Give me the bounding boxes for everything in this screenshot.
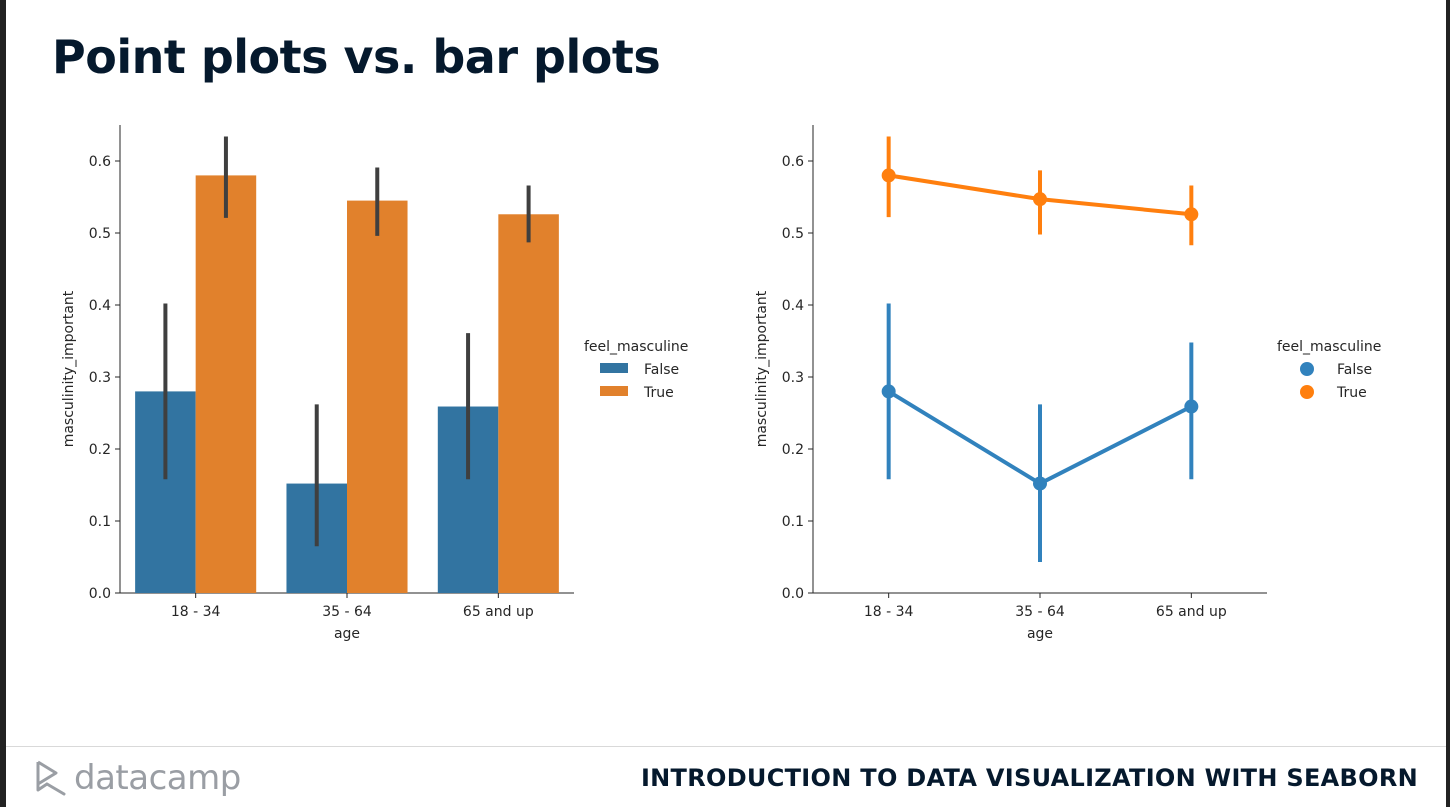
x-tick-label: 35 - 64 (322, 604, 372, 620)
point-chart-svg: 0.0 0.1 0.2 0.3 0.4 0.5 0.6 18 - 34 35 - 64 65 an… (754, 125, 1381, 642)
y-tick-label: 0.6 (89, 154, 111, 170)
x-tick-label: 18 - 34 (171, 604, 221, 620)
y-axis-label: masculinity_important (754, 290, 770, 447)
bar-true (195, 175, 257, 593)
point-true (1184, 207, 1199, 222)
y-tick-label: 0.1 (782, 514, 804, 530)
legend-title: feel_masculine (1277, 339, 1381, 355)
point-chart: 0.0 0.1 0.2 0.3 0.4 0.5 0.6 18 - 34 35 - 64 65 an… (748, 115, 1408, 659)
slide-title: Point plots vs. bar plots (52, 30, 661, 84)
y-tick-label: 0.3 (782, 370, 804, 386)
x-tick-label: 18 - 34 (864, 604, 914, 620)
bar-true (347, 200, 408, 593)
y-axis-label: masculinity_important (61, 290, 77, 447)
datacamp-icon (36, 760, 66, 796)
legend-swatch-true (600, 386, 628, 396)
y-tick-label: 0.4 (782, 298, 804, 314)
datacamp-logo: datacamp (34, 755, 241, 801)
legend-label-true: True (1336, 385, 1367, 401)
legend-label-true: True (643, 385, 674, 401)
y-tick-label: 0.5 (782, 226, 804, 242)
point-false (1184, 399, 1199, 414)
y-tick-label: 0.1 (89, 514, 111, 530)
bar-chart: 0.0 0.1 0.2 0.3 0.4 0.5 0.6 18 - 34 35 - 64 65 an… (55, 115, 715, 659)
bar-true (498, 214, 559, 593)
x-tick-label: 65 and up (463, 604, 534, 620)
y-tick-label: 0.2 (89, 442, 111, 458)
point-true (1033, 192, 1047, 207)
y-tick-label: 0.2 (782, 442, 804, 458)
frame-left-border (0, 0, 6, 807)
legend-marker-true (1300, 385, 1314, 399)
y-tick-label: 0.0 (89, 586, 111, 602)
point-true (881, 168, 896, 183)
x-axis-label: age (1027, 626, 1053, 642)
legend-label-false: False (644, 362, 679, 378)
bar-chart-svg: 0.0 0.1 0.2 0.3 0.4 0.5 0.6 18 - 34 35 - 64 65 an… (61, 125, 688, 642)
y-tick-label: 0.5 (89, 226, 111, 242)
y-tick-label: 0.3 (89, 370, 111, 386)
legend-label-false: False (1337, 362, 1372, 378)
y-tick-label: 0.4 (89, 298, 111, 314)
point-false (1033, 476, 1047, 491)
y-tick-label: 0.6 (782, 154, 804, 170)
frame-right-border (1446, 0, 1450, 807)
legend-title: feel_masculine (584, 339, 688, 355)
y-tick-label: 0.0 (782, 586, 804, 602)
x-axis-label: age (334, 626, 360, 642)
x-tick-label: 65 and up (1156, 604, 1227, 620)
course-title: INTRODUCTION TO DATA VISUALIZATION WITH … (640, 764, 1418, 792)
x-tick-label: 35 - 64 (1015, 604, 1065, 620)
legend-swatch-false (600, 363, 628, 373)
footer-divider (6, 746, 1446, 747)
brand-name: datacamp (74, 758, 241, 798)
point-false (881, 384, 896, 399)
legend-marker-false (1300, 362, 1314, 376)
